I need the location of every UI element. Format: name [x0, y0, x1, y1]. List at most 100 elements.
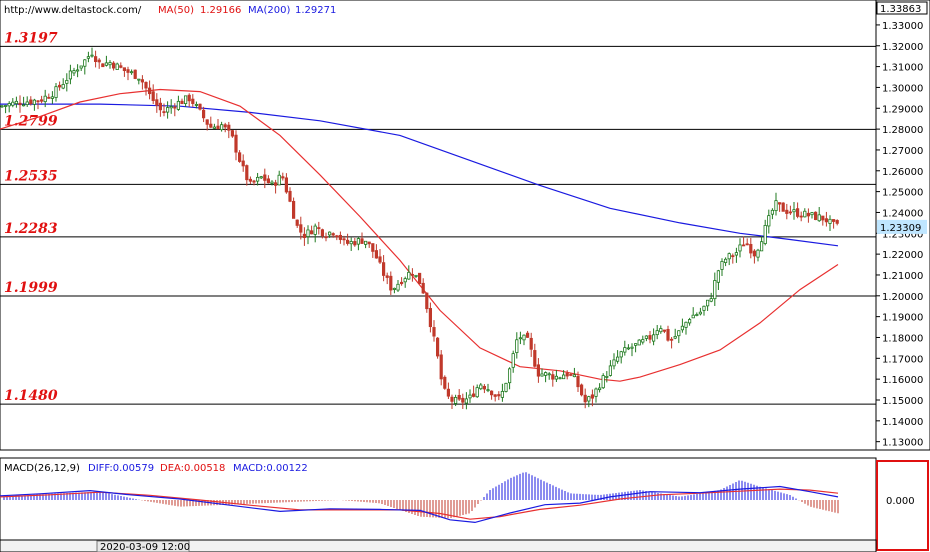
candle-body	[598, 387, 602, 391]
candle-body	[11, 101, 15, 106]
candle-body	[367, 241, 371, 245]
candle-body	[140, 79, 144, 83]
candle-body	[237, 152, 242, 162]
candle-body	[115, 63, 119, 70]
candle-body	[558, 377, 562, 380]
candle-body	[601, 375, 605, 389]
candle-body	[702, 305, 706, 311]
ma200-line	[0, 103, 839, 247]
candle-body	[360, 238, 364, 244]
price-ticks: 1.33000 1.32000 1.31000 1.30000 1.29000 1.280…	[876, 21, 923, 449]
candle-body	[475, 387, 479, 398]
candle-body	[176, 100, 180, 110]
candle-body	[551, 374, 555, 380]
candle-body	[353, 241, 357, 246]
candle-body	[652, 334, 656, 342]
candle-body	[205, 119, 209, 125]
price-tick-label: 1.24000	[882, 208, 923, 219]
candle-body	[742, 244, 746, 247]
price-tick-label: 1.25000	[882, 188, 923, 199]
date-label: 2020-03-09 12:00	[100, 542, 190, 552]
candle-body	[453, 397, 458, 404]
candle-body	[471, 393, 476, 397]
candle-body	[821, 215, 825, 221]
price-tick-label: 1.19000	[882, 313, 923, 324]
candle-body	[518, 337, 523, 340]
candle-body	[745, 243, 749, 246]
candle-body	[662, 329, 667, 332]
candle-body	[25, 101, 29, 105]
candle-body	[94, 56, 98, 62]
candle-body	[165, 107, 170, 113]
candle-body	[500, 390, 505, 398]
candle-body	[774, 200, 778, 212]
candle-body	[61, 84, 65, 89]
price-tick-label: 1.16000	[882, 375, 923, 386]
candle-body	[223, 124, 227, 128]
level-label: 1.3197	[4, 30, 58, 46]
candle-body	[104, 62, 108, 66]
candle-body	[785, 209, 789, 214]
candle-body	[576, 376, 580, 388]
candle-body	[331, 233, 335, 236]
candle-body	[338, 234, 343, 240]
candle-body	[731, 255, 735, 258]
candle-body	[270, 181, 274, 184]
candle-body	[767, 215, 771, 227]
candle-body	[327, 231, 332, 236]
candle-body	[76, 69, 80, 72]
site-url[interactable]: http://www.deltastock.com/	[4, 5, 142, 16]
candle-body	[299, 224, 303, 233]
candle-body	[50, 96, 55, 99]
candle-body	[734, 252, 739, 256]
candle-body	[583, 394, 587, 403]
candle-body	[414, 274, 418, 277]
candle-body	[122, 67, 126, 72]
candle-body	[778, 202, 782, 205]
candle-body	[612, 359, 616, 367]
candle-body	[666, 328, 670, 341]
support-resistance-levels: 1.3197 1.2799 1.2535 1.2283 1.1999 1.1480	[0, 30, 876, 405]
candle-body	[608, 365, 613, 376]
candle-body	[688, 319, 692, 324]
price-tick-label: 1.31000	[882, 63, 923, 74]
candle-body	[562, 374, 566, 380]
candle-body	[760, 241, 764, 252]
candle-body	[461, 397, 465, 403]
price-tick-label: 1.27000	[882, 146, 923, 157]
candle-body	[209, 123, 213, 128]
candle-body	[533, 350, 537, 367]
candle-body	[284, 177, 289, 193]
candle-body	[410, 273, 415, 276]
candle-body	[752, 250, 757, 257]
candle-body	[756, 249, 760, 258]
candle-body	[180, 100, 184, 105]
candle-body	[824, 218, 829, 223]
candle-body	[486, 389, 490, 392]
candle-body	[162, 111, 166, 114]
candle-body	[335, 235, 339, 238]
candle-body	[522, 334, 526, 341]
price-tick-label: 1.29000	[882, 104, 923, 115]
candle-body	[619, 351, 623, 358]
level-label: 1.2799	[4, 113, 58, 129]
candle-body	[169, 106, 173, 109]
candle-body	[641, 339, 645, 343]
candle-body	[634, 343, 638, 346]
candle-body	[457, 394, 461, 400]
ma200-value: 1.29271	[295, 5, 336, 16]
candle-body	[796, 208, 800, 217]
candle-body	[309, 230, 314, 235]
candle-body	[626, 347, 631, 350]
candle-body	[806, 212, 811, 217]
candle-body	[493, 394, 497, 397]
candle-body	[526, 332, 530, 338]
candle-body	[554, 375, 559, 380]
ma200-line-group	[0, 103, 839, 247]
candle-body	[504, 382, 508, 392]
candle-body	[212, 126, 216, 129]
candle-body	[489, 390, 494, 396]
candle-body	[630, 346, 634, 349]
candle-body	[720, 261, 724, 270]
